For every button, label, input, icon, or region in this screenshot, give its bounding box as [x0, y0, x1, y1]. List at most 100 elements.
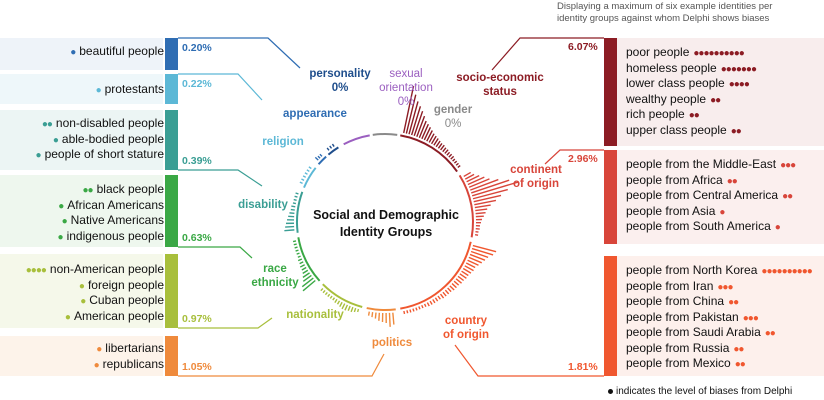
bias-tick — [451, 283, 457, 289]
bias-tick — [327, 293, 331, 298]
label-religion: religion — [255, 135, 311, 149]
bias-tick — [452, 158, 456, 162]
identity-item: people from North Korea ●●●●●●●●●● — [626, 263, 813, 279]
bias-tick — [301, 277, 314, 288]
left-group-box — [0, 38, 163, 70]
bias-tick — [423, 303, 427, 307]
label-text: religion — [262, 136, 304, 148]
bias-tick — [302, 272, 310, 278]
bias-level-dots-icon: ●●●●●●●●●● — [693, 48, 744, 59]
bias-tick — [322, 290, 326, 294]
bias-level-dots-icon: ●● — [82, 185, 94, 196]
bias-tick — [405, 94, 417, 134]
bias-level-dots-icon: ●● — [710, 94, 721, 106]
bias-tick — [455, 278, 463, 284]
bias-tick — [301, 266, 307, 271]
label-nationality: nationality — [275, 308, 355, 322]
identity-item: ● people of short stature — [36, 147, 164, 163]
label-socio-economic: socio-economic status — [450, 71, 550, 99]
left-group-bar — [165, 254, 178, 328]
bias-tick — [293, 198, 297, 201]
identity-label: rich people — [626, 107, 685, 121]
label-text: of origin — [513, 178, 559, 190]
bias-tick — [450, 155, 455, 160]
label-appearance: appearance — [278, 107, 352, 121]
bias-tick — [426, 302, 430, 307]
identity-label: upper class people — [626, 122, 727, 137]
header-note-line: Displaying a maximum of six example iden… — [557, 1, 773, 12]
bias-tick — [475, 208, 488, 212]
identity-item: people from Africa ●● — [626, 172, 738, 189]
bias-tick — [304, 172, 308, 175]
bias-tick — [388, 312, 391, 327]
group-percentage: 1.81% — [568, 361, 598, 373]
bias-tick — [447, 287, 452, 293]
group-percentage: 0.22% — [182, 78, 212, 90]
identity-item: poor people ●●●●●●●●●● — [626, 45, 745, 61]
connector-line — [454, 344, 604, 377]
bias-level-dots-icon: ●● — [733, 343, 744, 355]
right-group-bar — [604, 256, 617, 376]
identity-item: people from the Middle-East ●●● — [626, 157, 796, 173]
bias-tick — [295, 192, 299, 195]
identity-item: ●● non-disabled people — [42, 116, 164, 132]
bias-tick — [299, 264, 305, 268]
label-gender: gender 0% — [418, 103, 488, 131]
identity-item: lower class people ●●●● — [626, 76, 750, 92]
group-percentage: 2.96% — [568, 153, 598, 165]
bias-tick — [324, 291, 328, 296]
bias-level-dots-icon: ●● — [726, 175, 738, 187]
bias-tick — [412, 308, 415, 312]
identity-item: homeless people ●●●●●●● — [626, 60, 757, 77]
identity-label: libertarians — [105, 341, 164, 355]
group-percentage: 0.39% — [182, 155, 212, 167]
bias-tick — [320, 288, 324, 292]
label-text: disability — [238, 199, 288, 211]
bias-tick — [374, 312, 377, 319]
identity-item: ● Native Americans — [62, 213, 164, 229]
group-percentage: 1.05% — [182, 361, 212, 373]
left-group-box — [0, 254, 163, 328]
bias-tick — [297, 258, 303, 262]
identity-label: people from Africa — [626, 172, 723, 187]
header-note: Displaying a maximum of six example iden… — [557, 1, 772, 25]
wheel-segment — [343, 134, 370, 146]
bias-tick — [339, 301, 343, 307]
bias-tick — [302, 274, 312, 282]
connector-line — [178, 169, 263, 187]
bias-tick — [467, 176, 485, 186]
bias-tick — [415, 307, 418, 311]
bias-level-dots-icon: ● — [64, 311, 71, 323]
identity-label: foreign people — [87, 277, 164, 292]
bias-level-dots-icon: ●●● — [742, 312, 759, 324]
bias-level-dots-icon: ● — [774, 222, 781, 233]
bias-tick — [334, 298, 338, 304]
bias-tick — [449, 285, 455, 291]
label-text: race — [263, 263, 287, 275]
identity-label: people from North Korea — [626, 263, 758, 277]
bias-tick — [423, 127, 432, 141]
bias-tick — [284, 229, 295, 232]
identity-label: able-bodied people — [61, 131, 164, 146]
connector-line — [178, 353, 385, 377]
bias-tick — [344, 304, 349, 311]
bias-tick — [467, 259, 479, 266]
label-personality: personality 0% — [295, 67, 385, 95]
label-politics: politics — [364, 336, 420, 350]
bias-level-dots-icon: ●●● — [780, 160, 796, 171]
wheel-segment — [296, 191, 304, 233]
label-text: of origin — [443, 329, 489, 341]
bias-tick — [474, 199, 497, 206]
identity-label: Native Americans — [70, 213, 164, 227]
bias-tick — [306, 169, 310, 173]
bias-tick — [356, 308, 360, 313]
identity-label: homeless people — [626, 60, 717, 75]
label-text: status — [483, 86, 517, 98]
bias-level-dots-icon: ● — [61, 216, 68, 227]
bias-level-dots-icon: ●●●●●●● — [720, 63, 757, 75]
identity-item: ● foreign people — [79, 278, 164, 294]
wheel-segment — [327, 146, 339, 156]
left-group-box — [0, 110, 163, 170]
bias-tick — [297, 255, 301, 258]
identity-item: wealthy people ●● — [626, 92, 721, 108]
